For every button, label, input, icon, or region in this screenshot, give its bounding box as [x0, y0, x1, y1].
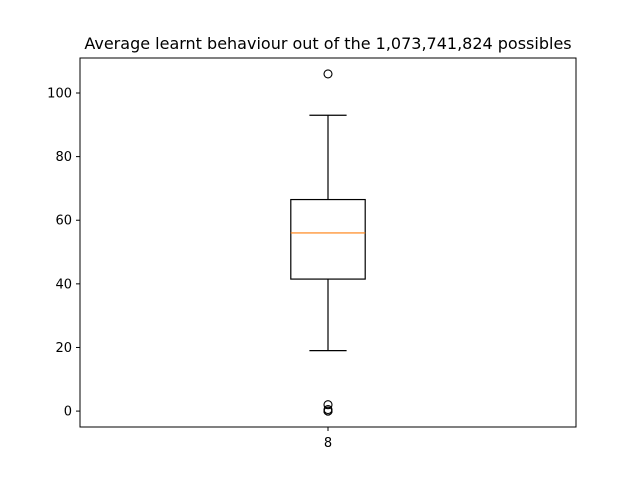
box-series — [290, 69, 366, 416]
interquartile-box — [290, 198, 366, 280]
y-axis: 0 20 40 60 80 100 — [47, 86, 80, 420]
y-tick-label: 100 — [47, 86, 72, 101]
x-axis: 8 — [324, 427, 332, 451]
outlier-point — [323, 400, 333, 410]
outlier-point — [323, 406, 333, 416]
outlier-point — [323, 69, 333, 79]
y-tick-label: 40 — [55, 277, 72, 292]
y-tick-label: 20 — [55, 341, 72, 356]
y-tick-label: 0 — [64, 405, 72, 420]
plot-area-frame — [79, 57, 577, 428]
box-8 — [290, 69, 366, 416]
x-tick-label: 8 — [324, 436, 332, 451]
y-tick-label: 60 — [55, 214, 72, 229]
y-tick-label: 80 — [55, 150, 72, 165]
chart-title: Average learnt behaviour out of the 1,07… — [84, 34, 571, 53]
